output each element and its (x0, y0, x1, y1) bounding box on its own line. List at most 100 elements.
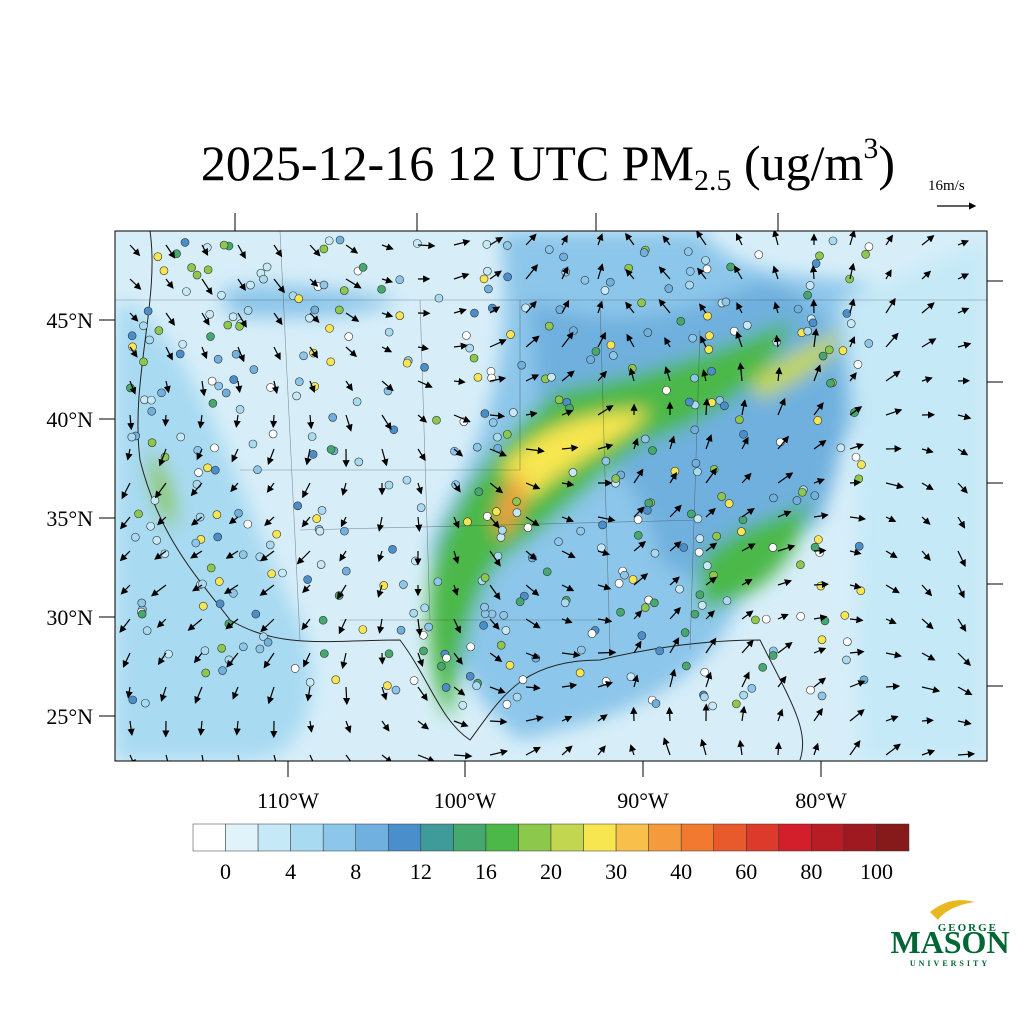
station (327, 445, 335, 453)
station (320, 245, 328, 253)
station (857, 587, 865, 595)
station (475, 488, 483, 496)
wind-arrow (922, 720, 933, 721)
station (513, 509, 521, 517)
station (313, 515, 321, 523)
station (865, 339, 873, 347)
station (188, 264, 196, 272)
station (204, 464, 212, 472)
station (317, 561, 325, 569)
station (148, 407, 156, 415)
station (569, 468, 577, 476)
station (818, 636, 826, 644)
station (713, 532, 721, 540)
station (425, 623, 433, 631)
station (602, 457, 610, 465)
station (628, 364, 636, 372)
station (718, 493, 726, 501)
station (727, 263, 735, 271)
station (641, 604, 649, 612)
colorbar-label: 60 (735, 859, 757, 884)
station (804, 291, 812, 299)
station (826, 379, 834, 387)
station (239, 643, 247, 651)
station (762, 615, 770, 623)
station (473, 682, 481, 690)
station (207, 333, 215, 341)
station (195, 469, 203, 477)
station (545, 246, 553, 254)
station (735, 416, 743, 424)
station (359, 263, 367, 271)
station (316, 527, 324, 535)
station (462, 331, 470, 339)
station (708, 399, 716, 407)
station (684, 248, 692, 256)
colorbar-label: 30 (605, 859, 627, 884)
station (634, 516, 642, 524)
station (264, 638, 272, 646)
station (385, 650, 393, 658)
station (513, 693, 521, 701)
station (705, 332, 713, 340)
station (432, 416, 440, 424)
station (355, 458, 363, 466)
station (470, 309, 478, 317)
station (325, 237, 333, 245)
station (359, 625, 367, 633)
station (703, 562, 711, 570)
station (329, 413, 337, 421)
station (843, 638, 851, 646)
station (463, 518, 471, 526)
colorbar-box (551, 824, 584, 851)
station (480, 621, 488, 629)
station (609, 352, 617, 360)
station (385, 481, 393, 489)
station (383, 682, 391, 690)
station (577, 527, 585, 535)
station (829, 237, 837, 245)
station (202, 669, 210, 677)
station (806, 281, 814, 289)
station (720, 402, 728, 410)
station (814, 416, 822, 424)
station (218, 644, 226, 652)
station (155, 327, 163, 335)
colorbar-box (291, 824, 324, 851)
station (182, 287, 190, 295)
station (543, 568, 551, 576)
station (483, 240, 491, 248)
station (503, 700, 511, 708)
colorbar-label: 16 (475, 859, 497, 884)
station (148, 439, 156, 447)
station (128, 433, 136, 441)
station (421, 363, 429, 371)
station (437, 662, 445, 670)
station (403, 476, 411, 484)
station (230, 376, 238, 384)
station (524, 524, 532, 532)
station (811, 492, 819, 500)
station (273, 530, 281, 538)
colorbar-box (714, 824, 747, 851)
station (748, 684, 756, 692)
station (139, 322, 147, 330)
colorbar-box (193, 824, 226, 851)
station (796, 561, 804, 569)
station (306, 678, 314, 686)
station (769, 651, 777, 659)
station (620, 571, 628, 579)
station (211, 444, 219, 452)
station (680, 544, 688, 552)
station (723, 597, 731, 605)
colorbar-box (453, 824, 486, 851)
map (115, 231, 987, 772)
station (700, 693, 708, 701)
station (267, 383, 275, 391)
station (581, 276, 589, 284)
station (862, 250, 870, 258)
station (484, 285, 492, 293)
station (483, 267, 491, 275)
station (249, 440, 257, 448)
